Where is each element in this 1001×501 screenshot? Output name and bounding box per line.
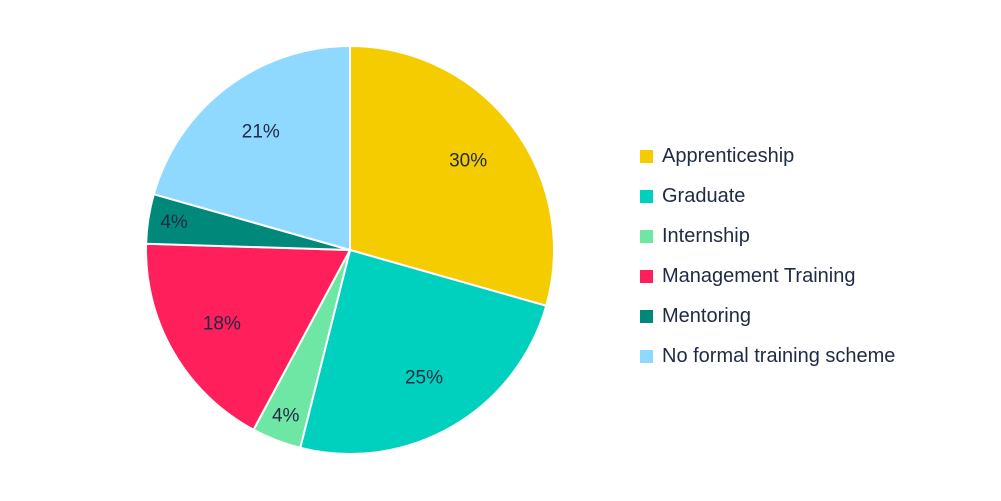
legend-label: Mentoring bbox=[662, 304, 751, 327]
legend-swatch bbox=[640, 189, 653, 203]
pie-slice-management-training bbox=[145, 242, 352, 432]
legend-label: Apprenticeship bbox=[662, 144, 795, 167]
legend-swatch bbox=[640, 149, 653, 163]
pie-data-labels: 30% 25% 4% 18% 4% 21% bbox=[160, 121, 487, 426]
data-label-internship: 4% bbox=[272, 405, 300, 426]
pie-slice-graduate bbox=[299, 248, 548, 455]
data-label-mentoring: 4% bbox=[160, 212, 188, 233]
legend-swatch bbox=[640, 229, 653, 243]
legend-label: Internship bbox=[662, 224, 750, 247]
legend-item-mentoring: Mentoring bbox=[640, 296, 895, 336]
legend-item-management-training: Management Training bbox=[640, 256, 895, 296]
legend-swatch bbox=[640, 309, 653, 323]
legend-swatch bbox=[640, 269, 653, 283]
legend-label: Management Training bbox=[662, 264, 856, 287]
pie-slices bbox=[145, 44, 555, 455]
legend-item-graduate: Graduate bbox=[640, 176, 895, 216]
legend-item-apprenticeship: Apprenticeship bbox=[640, 136, 895, 176]
legend-label: Graduate bbox=[662, 184, 746, 207]
pie-slice-no-formal-training-scheme bbox=[152, 44, 351, 252]
legend-item-internship: Internship bbox=[640, 216, 895, 256]
legend-item-no-formal-training-scheme: No formal training scheme bbox=[640, 336, 895, 376]
legend-swatch bbox=[640, 349, 653, 363]
data-label-graduate: 25% bbox=[405, 368, 443, 389]
data-label-no-formal-training-scheme: 21% bbox=[242, 121, 280, 142]
chart-legend: Apprenticeship Graduate Internship Manageme… bbox=[640, 136, 895, 376]
legend-label: No formal training scheme bbox=[662, 344, 896, 367]
pie-slice-apprenticeship bbox=[349, 44, 555, 308]
data-label-management-training: 18% bbox=[203, 314, 241, 335]
data-label-apprenticeship: 30% bbox=[449, 150, 487, 171]
